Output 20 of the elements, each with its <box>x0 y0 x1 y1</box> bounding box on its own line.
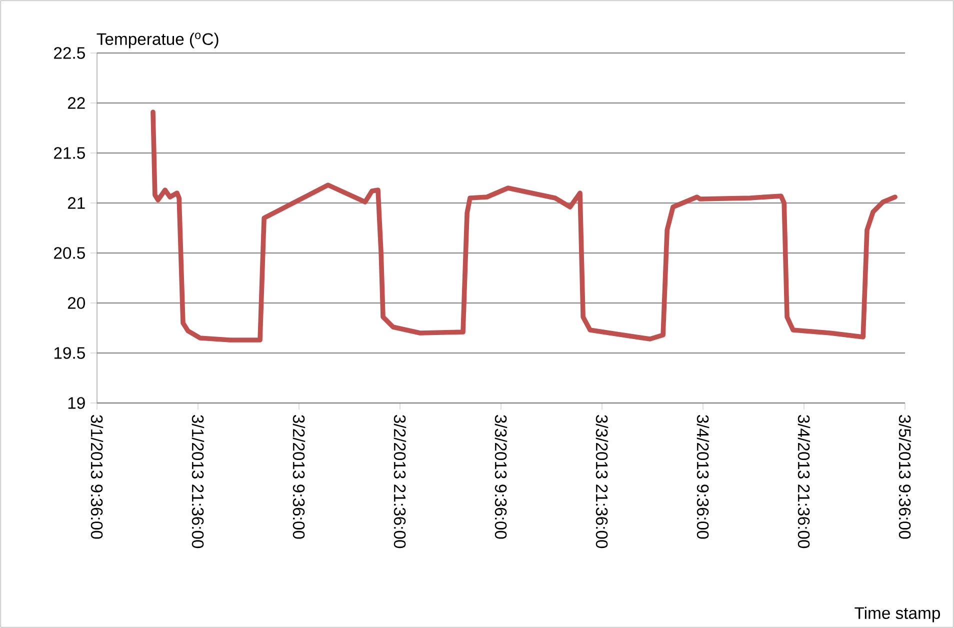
x-tick-label: 3/4/2013 9:36:00 <box>696 414 710 539</box>
x-tick-label: 3/3/2013 9:36:00 <box>494 414 508 539</box>
x-tick-label: 3/1/2013 9:36:00 <box>90 414 104 539</box>
x-tick-label: 3/3/2013 21:36:00 <box>596 414 608 548</box>
x-tick-label: 3/5/2013 9:36:00 <box>898 414 912 539</box>
y-tick-label: 22 <box>68 97 85 109</box>
x-axis-title: Time stamp <box>854 606 940 622</box>
y-tick-label: 20 <box>68 297 85 309</box>
x-tick-label: 3/4/2013 21:36:00 <box>798 414 810 548</box>
y-tick-label: 21.5 <box>54 147 85 159</box>
y-tick-label: 19.5 <box>54 347 85 359</box>
y-axis-title: Temperatue ($^{o}$C) <box>96 32 218 48</box>
y-tick-label: 19 <box>68 397 85 409</box>
y-tick-label: 20.5 <box>54 247 85 259</box>
x-tick-label: 3/1/2013 21:36:00 <box>192 414 204 548</box>
x-tick-label: 3/2/2013 21:36:00 <box>394 414 406 548</box>
y-tick-label: 22.5 <box>54 47 85 59</box>
y-tick-label: 21 <box>68 197 85 209</box>
x-tick-label: 3/2/2013 9:36:00 <box>292 414 306 539</box>
line-series <box>150 110 898 342</box>
